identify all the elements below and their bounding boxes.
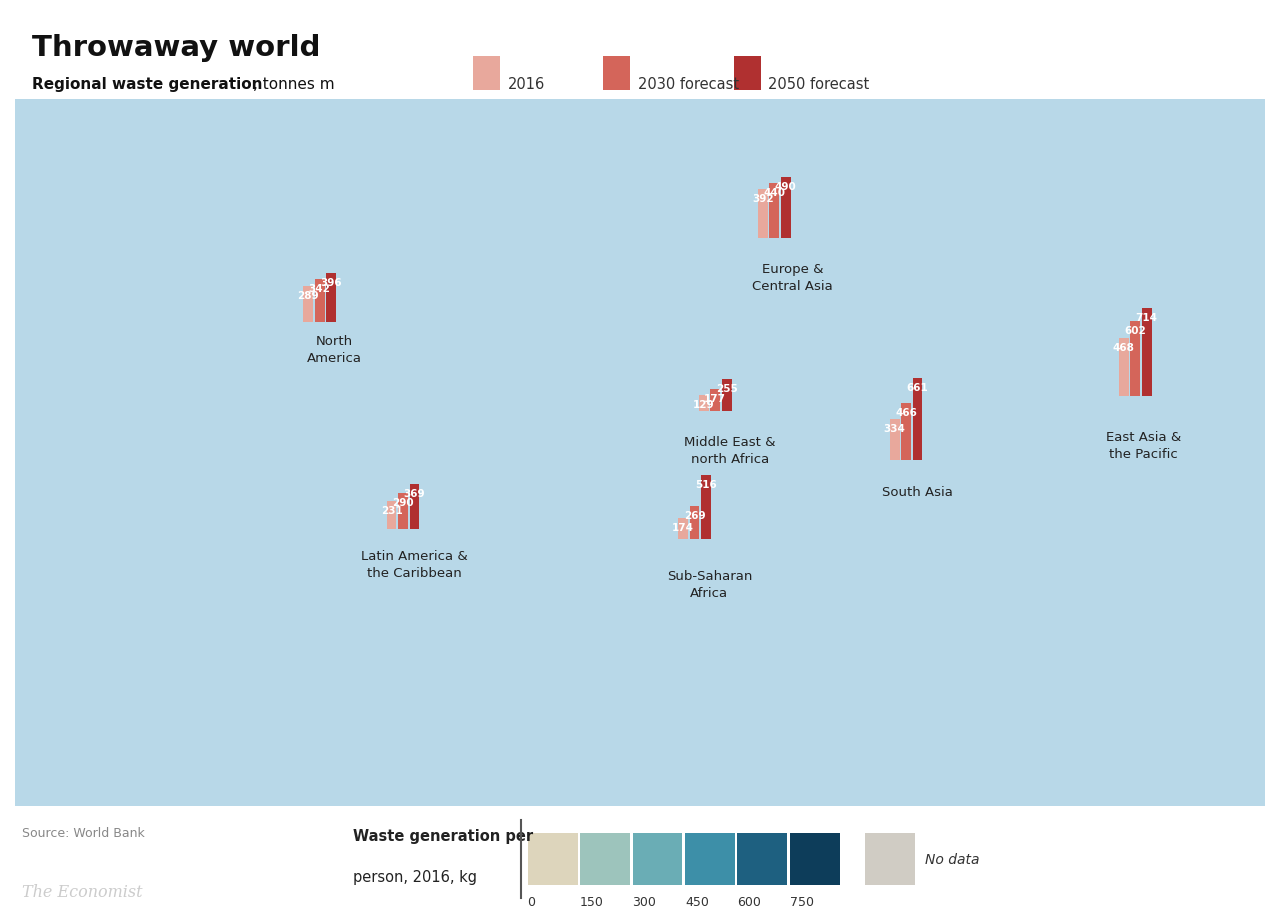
Bar (678, 518, 687, 539)
Text: Middle East &
north Africa: Middle East & north Africa (685, 436, 776, 466)
Text: 231: 231 (380, 506, 402, 516)
Bar (632, 833, 682, 885)
Text: 334: 334 (883, 424, 906, 434)
Text: 440: 440 (763, 188, 786, 198)
Bar (315, 281, 325, 322)
Text: 2050 forecast: 2050 forecast (768, 77, 869, 92)
Text: 450: 450 (685, 895, 709, 908)
Bar (901, 403, 911, 461)
Text: 369: 369 (403, 488, 425, 498)
Bar (865, 833, 915, 885)
Text: Source: World Bank: Source: World Bank (22, 825, 145, 839)
Text: 255: 255 (716, 384, 737, 394)
Text: Sub-Saharan
Africa: Sub-Saharan Africa (667, 569, 753, 599)
Text: 289: 289 (297, 291, 319, 301)
Text: person, 2016, kg: person, 2016, kg (353, 869, 476, 884)
Text: 490: 490 (774, 182, 796, 192)
Text: No data: No data (925, 852, 979, 865)
Bar (913, 379, 923, 461)
Text: , tonnes m: , tonnes m (253, 77, 334, 92)
Bar (722, 380, 732, 411)
Text: 177: 177 (704, 394, 726, 404)
Bar (1119, 339, 1129, 396)
Text: North
America: North America (307, 334, 362, 364)
Text: East Asia &
the Pacific: East Asia & the Pacific (1106, 431, 1181, 461)
Bar (781, 178, 791, 239)
Text: Waste generation per: Waste generation per (353, 828, 532, 844)
Bar (758, 190, 768, 239)
Text: 750: 750 (790, 895, 814, 908)
Text: 516: 516 (695, 480, 717, 490)
Text: 602: 602 (1124, 326, 1146, 336)
Bar (733, 56, 760, 91)
Text: 269: 269 (684, 510, 705, 520)
Bar (685, 833, 735, 885)
Bar (410, 485, 420, 530)
Bar (527, 833, 577, 885)
Bar (1130, 322, 1140, 396)
Text: 300: 300 (632, 895, 657, 908)
Bar (690, 507, 699, 539)
Bar (701, 476, 710, 539)
Text: 714: 714 (1135, 312, 1157, 322)
Bar (387, 501, 397, 530)
Text: 392: 392 (753, 194, 773, 204)
Text: 468: 468 (1112, 343, 1134, 353)
Text: Regional waste generation: Regional waste generation (32, 77, 262, 92)
Bar (472, 56, 500, 91)
Bar (326, 273, 337, 322)
Text: The Economist: The Economist (22, 883, 142, 900)
Bar (603, 56, 631, 91)
Text: 129: 129 (692, 399, 714, 409)
Text: 661: 661 (906, 383, 928, 393)
Text: 0: 0 (527, 895, 535, 908)
Text: Throwaway world: Throwaway world (32, 34, 320, 62)
Bar (699, 395, 709, 411)
Bar (1142, 308, 1152, 396)
Text: 396: 396 (320, 278, 342, 288)
Text: 466: 466 (895, 407, 916, 417)
Bar (737, 833, 787, 885)
Text: 290: 290 (392, 498, 413, 508)
Bar (580, 833, 630, 885)
Text: 342: 342 (308, 284, 330, 294)
Bar (790, 833, 840, 885)
Text: 150: 150 (580, 895, 604, 908)
Text: 2016: 2016 (508, 77, 545, 92)
Bar (398, 494, 408, 530)
Text: 174: 174 (672, 522, 694, 532)
Text: Latin America &
the Caribbean: Latin America & the Caribbean (361, 549, 467, 579)
Text: 600: 600 (737, 895, 762, 908)
Bar (890, 419, 900, 461)
Text: South Asia: South Asia (882, 486, 954, 498)
Bar (710, 389, 721, 411)
Bar (303, 287, 314, 322)
Text: Europe &
Central Asia: Europe & Central Asia (753, 263, 833, 293)
Text: 2030 forecast: 2030 forecast (637, 77, 739, 92)
Bar (769, 184, 780, 239)
